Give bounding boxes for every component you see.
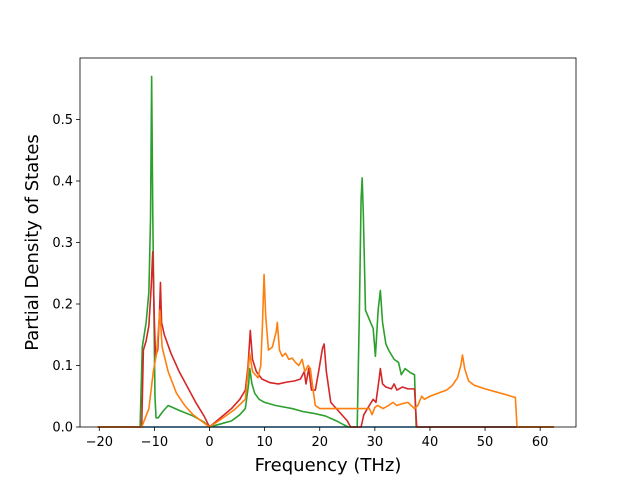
y-tick-label: 0.4: [52, 175, 73, 190]
x-tick-label: 10: [256, 435, 273, 450]
x-axis-label: Frequency (THz): [255, 455, 402, 476]
x-axis: −20 −10 0 10 20 30 40 50 60: [86, 427, 549, 450]
x-tick-label: 40: [422, 435, 439, 450]
y-tick-label: 0.5: [52, 113, 73, 128]
x-tick-label: 50: [477, 435, 494, 450]
plot-area: [80, 58, 576, 427]
y-tick-label: 0.3: [52, 236, 73, 251]
x-tick-label: 60: [532, 435, 549, 450]
y-tick-label: 0.1: [52, 359, 73, 374]
series-line-3: [97, 250, 554, 428]
x-tick-label: −10: [141, 435, 168, 450]
y-axis-label: Partial Density of States: [22, 134, 43, 351]
y-axis: 0.0 0.1 0.2 0.3 0.4 0.5: [52, 113, 80, 436]
x-tick-label: 30: [367, 435, 384, 450]
plot-frame: [79, 57, 577, 428]
x-tick-label: −20: [86, 435, 113, 450]
y-tick-label: 0.2: [52, 298, 73, 313]
series-line-2: [97, 75, 554, 428]
x-tick-label: 0: [205, 435, 213, 450]
x-tick-label: 20: [311, 435, 328, 450]
y-tick-label: 0.0: [52, 421, 73, 436]
